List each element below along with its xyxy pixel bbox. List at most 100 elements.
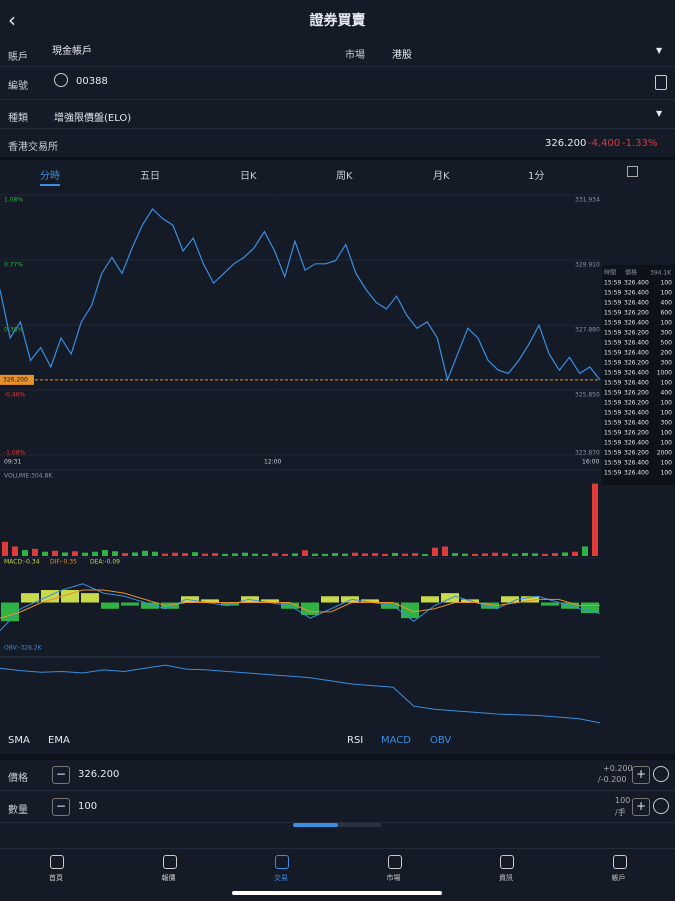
nav-label[interactable]: 帳戶 — [611, 874, 626, 882]
volume-bar — [282, 553, 288, 556]
tab[interactable]: 日K — [240, 171, 257, 182]
price-tag-text: 326.200 — [3, 376, 28, 383]
price-tag — [0, 374, 34, 385]
volume-bar — [162, 553, 168, 556]
nav-label[interactable]: 交易 — [274, 874, 288, 882]
volume-bar — [262, 554, 268, 556]
watch-icon[interactable] — [655, 75, 667, 90]
axis-label: 325.850 — [575, 392, 600, 399]
macd-bar — [161, 602, 179, 609]
target-icon[interactable] — [653, 766, 669, 782]
plus-button[interactable]: + — [632, 798, 650, 816]
nav-icon[interactable] — [162, 855, 177, 869]
volume-bar — [112, 551, 118, 556]
volume-bar — [72, 551, 78, 556]
volume-bar — [42, 551, 48, 556]
volume-bar — [592, 483, 598, 556]
code-row[interactable]: 編號 00388 — [0, 67, 675, 100]
time-label: 09:31 — [4, 459, 21, 466]
volume-bar — [242, 552, 248, 556]
volume-bar — [122, 553, 128, 556]
indicator[interactable]: RSI — [347, 735, 364, 746]
trade-cell: 15:59 — [604, 380, 621, 387]
trade-cell: 326.400 — [624, 380, 649, 387]
axis-label: 0.77% — [4, 262, 23, 269]
nav-icon[interactable] — [612, 855, 627, 869]
tab[interactable]: 周K — [336, 171, 353, 182]
volume-bar — [132, 552, 138, 556]
nav-icon[interactable] — [50, 855, 64, 869]
macd-bar — [181, 596, 199, 603]
trade-cell: 326.400 — [624, 470, 649, 477]
nav-label[interactable]: 首頁 — [49, 874, 63, 882]
volume-bar — [52, 550, 58, 556]
volume-bar — [82, 552, 88, 556]
indicator[interactable]: MACD — [381, 735, 411, 746]
tab[interactable]: 分時 — [40, 167, 60, 186]
nav-icon[interactable] — [500, 855, 514, 869]
trade-cell: 15:59 — [604, 450, 621, 457]
macd-bar — [21, 593, 39, 603]
trade-cell: 326.400 — [624, 420, 649, 427]
nav-label[interactable]: 報價 — [161, 874, 176, 882]
nav-label[interactable]: 資訊 — [499, 874, 513, 882]
home-indicator — [232, 891, 442, 895]
trade-header: 時間 — [604, 269, 616, 277]
volume-bar — [512, 553, 518, 556]
back-button[interactable]: ‹ — [8, 8, 16, 32]
indicator-bar: SMA EMA RSI MACD OBV — [0, 730, 675, 760]
tab[interactable]: 月K — [433, 171, 450, 182]
trade-cell: 500 — [661, 340, 673, 347]
scroll-track — [293, 823, 381, 827]
price: 326.200 — [545, 138, 587, 149]
indicator[interactable]: SMA — [8, 735, 30, 746]
trade-cell: 15:59 — [604, 360, 621, 367]
volume-bar — [442, 546, 448, 556]
trade-cell: 100 — [661, 410, 673, 417]
trade-cell: 100 — [661, 280, 673, 287]
fullscreen-icon[interactable] — [627, 166, 638, 177]
indicator[interactable]: EMA — [48, 735, 70, 746]
dropdown: ▼ — [656, 46, 663, 55]
volume-label: VOLUME:304.8K — [4, 473, 53, 480]
macd-bar — [1, 602, 19, 622]
trade-cell: 100 — [661, 380, 673, 387]
trade-cell: 15:59 — [604, 440, 621, 447]
axis-label: 1.08% — [4, 197, 23, 204]
type-row[interactable]: 種類 增強限價盤(ELO) ▼ — [0, 100, 675, 129]
macd-bar — [521, 596, 539, 603]
trade-cell: 326.200 — [624, 360, 649, 367]
volume-bar — [322, 553, 328, 556]
tab[interactable]: 五日 — [140, 171, 160, 182]
time-label: 12:00 — [264, 459, 281, 466]
obv-label: OBV:-326.2K — [4, 645, 43, 652]
gauge-icon[interactable] — [653, 798, 669, 814]
axis-label: 323.870 — [575, 450, 600, 457]
label: 市場 — [345, 50, 365, 61]
volume-bar — [32, 548, 38, 556]
indicator[interactable]: OBV — [430, 735, 452, 746]
minus-button[interactable]: − — [52, 798, 70, 816]
macd-bar — [341, 596, 359, 603]
trade-cell: 15:59 — [604, 460, 621, 467]
change-pct: -1.33% — [622, 138, 658, 149]
plus-button[interactable]: + — [632, 766, 650, 784]
nav-icon[interactable] — [275, 855, 289, 869]
trade-cell: 326.400 — [624, 340, 649, 347]
bottom-nav: 首頁 報價 交易 市場 資訊 帳戶 — [0, 848, 675, 901]
volume-bar — [312, 553, 318, 556]
trades-bg — [602, 265, 675, 485]
nav-label[interactable]: 市場 — [386, 874, 401, 882]
nav-icon[interactable] — [387, 855, 402, 869]
axis-label: -0.46% — [4, 392, 26, 399]
volume-bar — [542, 553, 548, 556]
trade-cell: 15:59 — [604, 310, 621, 317]
tab[interactable]: 1分 — [528, 171, 545, 182]
label: 賬戶 — [8, 52, 28, 63]
macd-dif — [0, 583, 601, 631]
minus-button[interactable]: − — [52, 766, 70, 784]
trade-cell: 2000 — [657, 450, 672, 457]
trade-cell: 15:59 — [604, 300, 621, 307]
account-row[interactable]: 賬戶 現金帳戶 市場 港股 ▼ — [0, 36, 675, 67]
